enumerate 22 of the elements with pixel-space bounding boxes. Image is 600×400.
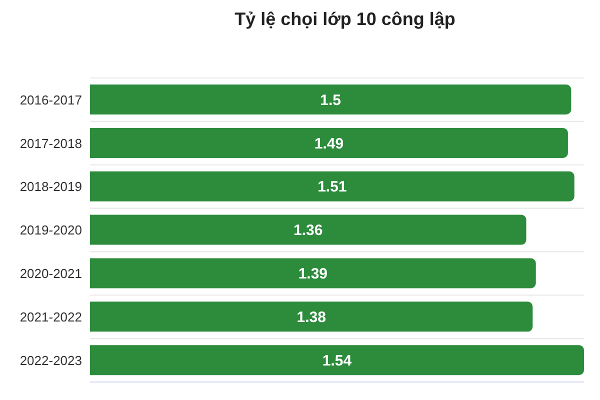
data-label: 1.36 <box>294 222 323 240</box>
data-label: 1.51 <box>318 178 347 196</box>
y-tick-label: 2019-2020 <box>20 222 82 238</box>
y-tick-label: 2022-2023 <box>20 352 82 368</box>
bar <box>90 171 574 202</box>
y-tick-label: 2018-2019 <box>20 179 82 194</box>
bar <box>90 258 536 288</box>
y-tick-label: 2017-2018 <box>20 136 82 151</box>
chart-title: Tỷ lệ chọi lớp 10 công lập <box>234 9 456 30</box>
bar <box>90 128 568 158</box>
bar <box>90 214 526 245</box>
data-label: 1.49 <box>314 135 344 152</box>
bar <box>90 345 584 376</box>
y-tick-label: 2021-2022 <box>20 309 82 324</box>
data-label: 1.54 <box>322 352 352 370</box>
data-label: 1.39 <box>298 266 328 283</box>
data-label: 1.38 <box>296 308 326 326</box>
bar <box>90 302 533 332</box>
data-label: 1.5 <box>320 92 342 109</box>
y-tick-label: 2020-2021 <box>20 266 82 282</box>
bar <box>90 84 572 115</box>
y-tick-label: 2016-2017 <box>20 92 82 108</box>
